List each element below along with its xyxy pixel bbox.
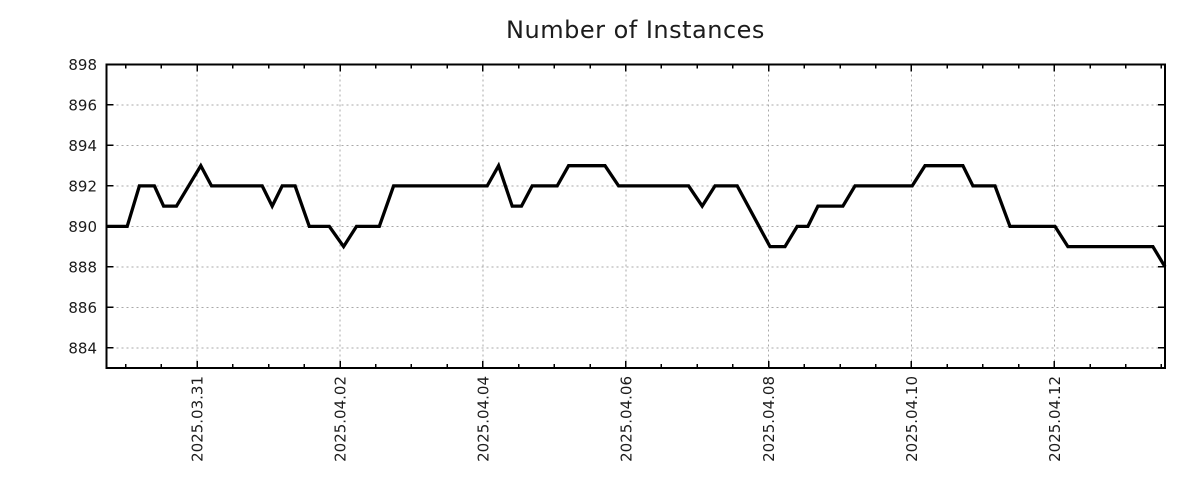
series-layer bbox=[106, 161, 1167, 268]
y-axis-tick-label: 892 bbox=[68, 177, 97, 195]
tick-labels-layer: 884 886 888 890 892 894 896 898 2025.03.31 2025.0… bbox=[68, 56, 1063, 462]
x-axis-tick-label: 2025.04.02 bbox=[332, 376, 350, 462]
y-axis-tick-label: 890 bbox=[68, 218, 97, 236]
x-axis-tick-label: 2025.04.10 bbox=[903, 376, 921, 462]
series-line-instances bbox=[106, 161, 1167, 268]
y-axis-tick-label: 886 bbox=[68, 299, 97, 317]
y-axis-tick-label: 896 bbox=[68, 96, 97, 114]
y-axis-tick-label: 894 bbox=[68, 137, 97, 155]
x-axis-tick-label: 2025.04.08 bbox=[760, 376, 778, 462]
x-axis-tick-label: 2025.04.12 bbox=[1046, 376, 1064, 462]
y-axis-tick-label: 884 bbox=[68, 339, 97, 357]
axes-layer bbox=[105, 63, 1166, 369]
y-axis-tick-label: 898 bbox=[68, 56, 97, 74]
x-axis-tick-label: 2025.03.31 bbox=[189, 376, 207, 462]
chart-title: Number of Instances bbox=[506, 16, 765, 44]
x-axis-tick-label: 2025.04.06 bbox=[617, 376, 635, 462]
plot-border bbox=[105, 63, 1166, 369]
x-axis-tick-label: 2025.04.04 bbox=[474, 376, 492, 462]
y-axis-tick-label: 888 bbox=[68, 258, 97, 276]
